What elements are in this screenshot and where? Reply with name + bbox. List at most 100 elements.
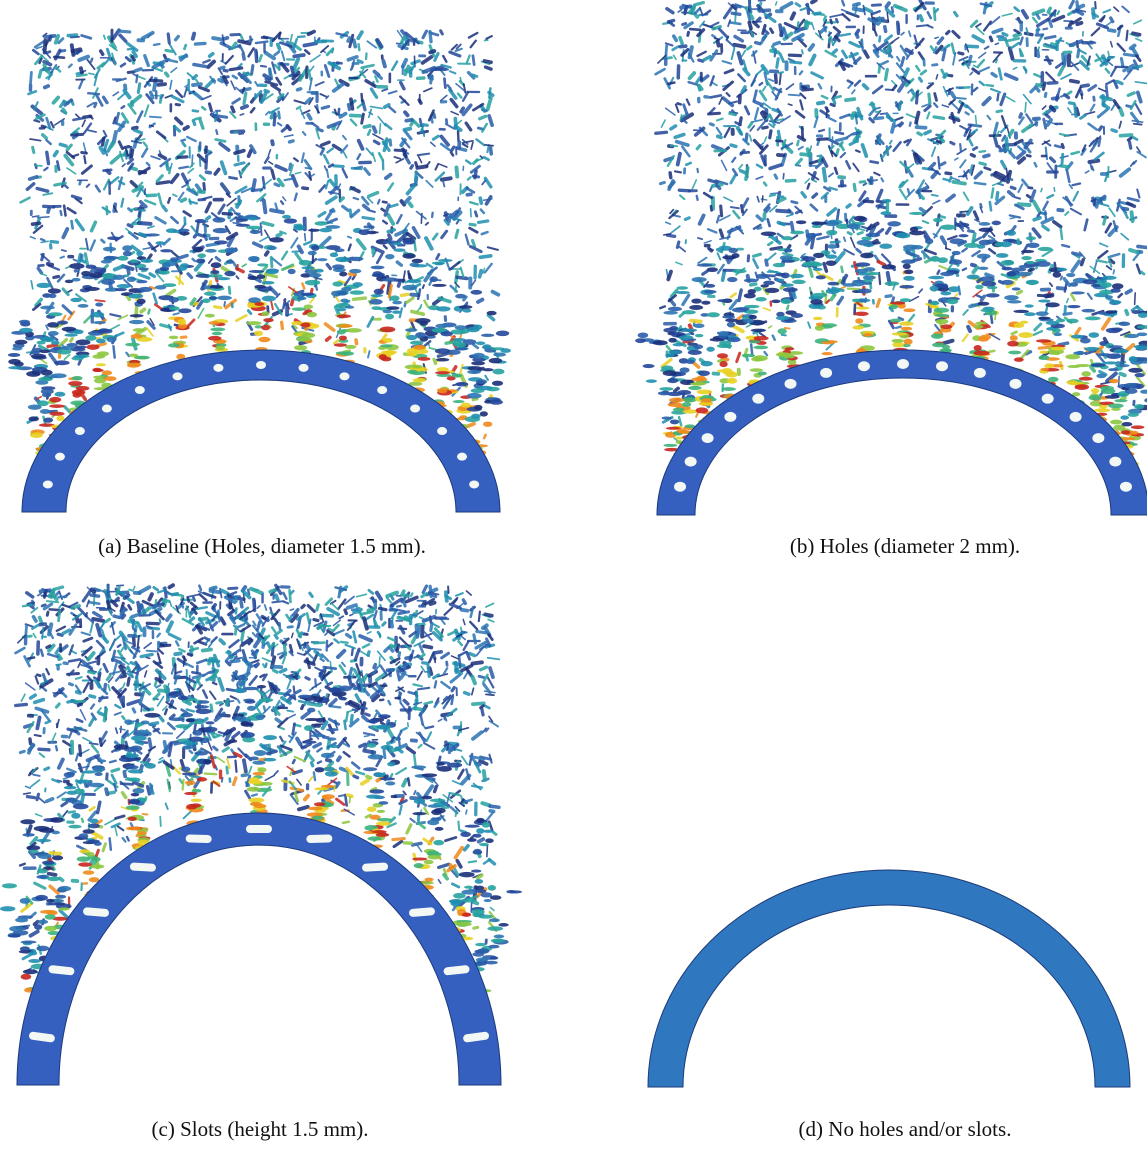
vortex-structure [450, 71, 455, 73]
vortex-structure [1082, 85, 1089, 86]
jet-structure [785, 347, 795, 350]
vortex-structure [1073, 192, 1077, 201]
jet-structure [70, 298, 81, 302]
vortex-structure [975, 183, 985, 184]
vortex-structure [690, 73, 695, 78]
jet-structure [435, 371, 450, 374]
vortex-structure [255, 82, 257, 86]
vortex-structure [1014, 197, 1020, 199]
jet-structure [211, 270, 219, 273]
vortex-structure [690, 29, 700, 30]
vortex-structure [656, 132, 667, 133]
vortex-structure [1134, 124, 1142, 125]
vortex-structure [125, 147, 129, 148]
vortex-structure [437, 254, 439, 258]
vortex-structure [337, 799, 344, 804]
jet-structure [162, 263, 171, 268]
vortex-structure [303, 188, 308, 189]
vortex-structure [121, 64, 125, 67]
vortex-structure [368, 198, 373, 203]
vortex-structure [150, 125, 154, 126]
jet-structure [349, 269, 361, 274]
vortex-structure [801, 8, 807, 10]
vortex-structure [723, 271, 725, 280]
jet-structure [659, 387, 673, 391]
jet-structure [903, 263, 911, 269]
vortex-structure [717, 128, 721, 135]
vortex-structure [21, 198, 30, 203]
jet-structure [1071, 335, 1083, 339]
hole [674, 482, 686, 492]
vortex-structure [183, 174, 187, 182]
vortex-structure [233, 99, 240, 103]
vortex-structure [780, 54, 784, 62]
vortex-structure [41, 241, 48, 242]
vortex-structure [424, 301, 427, 307]
jet-structure [802, 262, 811, 267]
vortex-structure [369, 210, 375, 212]
vortex-structure [924, 254, 925, 259]
vortex-structure [374, 141, 378, 144]
vortex-structure [966, 46, 977, 47]
jet-structure [940, 291, 951, 295]
vortex-structure [1081, 115, 1086, 118]
vortex-structure [1092, 28, 1100, 35]
vortex-structure [442, 682, 450, 688]
vortex-structure [783, 253, 792, 255]
vortex-structure [763, 308, 770, 311]
vortex-structure [408, 271, 409, 278]
vortex-structure [1035, 163, 1037, 166]
jet-structure [128, 293, 143, 298]
vortex-structure [181, 140, 185, 141]
vortex-structure [348, 237, 351, 238]
jet-structure [390, 295, 400, 301]
vortex-structure [350, 614, 353, 615]
jet-structure [480, 411, 488, 416]
vortex-structure [852, 113, 853, 118]
vortex-structure [215, 116, 227, 118]
vortex-structure [282, 322, 283, 328]
jet-structure [765, 288, 780, 293]
jet-structure [791, 313, 803, 318]
jet-structure [68, 381, 82, 386]
vortex-structure [1034, 218, 1040, 220]
vortex-structure [1059, 343, 1068, 345]
jet-structure [1101, 388, 1116, 394]
jet-structure [1131, 425, 1145, 429]
vortex-structure [353, 298, 365, 299]
vortex-structure [474, 160, 478, 164]
vortex-structure [711, 206, 712, 210]
vortex-structure [73, 118, 84, 120]
vortex-structure [260, 675, 264, 677]
vortex-structure [462, 756, 468, 764]
vortex-structure [488, 247, 498, 250]
jet-structure [790, 231, 804, 235]
vortex-structure [101, 51, 103, 54]
vortex-structure [215, 169, 219, 174]
vortex-structure [364, 206, 368, 210]
vortex-structure [48, 209, 49, 212]
vortex-structure [848, 233, 851, 235]
vortex-structure [893, 86, 896, 90]
jet-structure [369, 299, 382, 305]
jet-structure [493, 353, 506, 357]
vortex-structure [805, 22, 811, 23]
hole [469, 480, 479, 488]
vortex-structure [879, 17, 880, 22]
hole [1042, 394, 1054, 404]
jet-structure [178, 308, 191, 313]
vortex-structure [33, 50, 38, 54]
jet-structure [1080, 338, 1091, 344]
vortex-structure [1079, 50, 1085, 53]
vortex-structure [732, 48, 735, 59]
vortex-structure [894, 38, 898, 41]
jet-structure [1045, 302, 1059, 307]
vortex-structure [44, 206, 54, 207]
jet-structure [407, 348, 416, 354]
vortex-structure [320, 186, 325, 192]
jet-structure [489, 358, 502, 364]
jet-structure [471, 361, 485, 365]
vortex-structure [348, 38, 349, 41]
jet-structure [349, 257, 364, 261]
vortex-structure [169, 325, 171, 331]
